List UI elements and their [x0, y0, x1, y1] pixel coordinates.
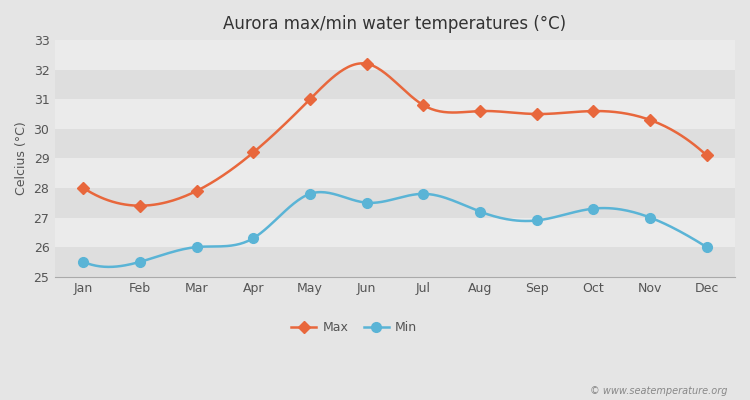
Y-axis label: Celcius (°C): Celcius (°C) — [15, 122, 28, 195]
Min — [136, 260, 145, 264]
Bar — [55, 40, 735, 70]
Bar — [55, 188, 735, 218]
Bar — [55, 218, 735, 247]
Line: Min: Min — [79, 189, 712, 267]
Min — [702, 245, 711, 250]
Bar — [55, 247, 735, 277]
Max — [249, 150, 258, 155]
Min — [589, 206, 598, 211]
Bar — [55, 70, 735, 99]
Text: © www.seatemperature.org: © www.seatemperature.org — [590, 386, 728, 396]
Legend: Max, Min: Max, Min — [286, 316, 422, 339]
Bar — [55, 158, 735, 188]
Max — [646, 118, 655, 122]
Min — [305, 192, 314, 196]
Bar — [55, 129, 735, 158]
Line: Max: Max — [80, 60, 711, 210]
Max — [589, 109, 598, 114]
Max — [532, 112, 542, 116]
Max — [192, 188, 201, 193]
Max — [476, 109, 484, 114]
Min — [532, 218, 542, 223]
Min — [646, 215, 655, 220]
Max — [136, 203, 145, 208]
Max — [362, 61, 371, 66]
Min — [79, 260, 88, 264]
Min — [476, 209, 484, 214]
Min — [362, 200, 371, 205]
Title: Aurora max/min water temperatures (°C): Aurora max/min water temperatures (°C) — [224, 15, 566, 33]
Max — [702, 153, 711, 158]
Max — [79, 186, 88, 190]
Min — [249, 236, 258, 240]
Min — [419, 192, 428, 196]
Max — [305, 97, 314, 102]
Max — [419, 103, 428, 108]
Bar — [55, 99, 735, 129]
Min — [192, 245, 201, 250]
